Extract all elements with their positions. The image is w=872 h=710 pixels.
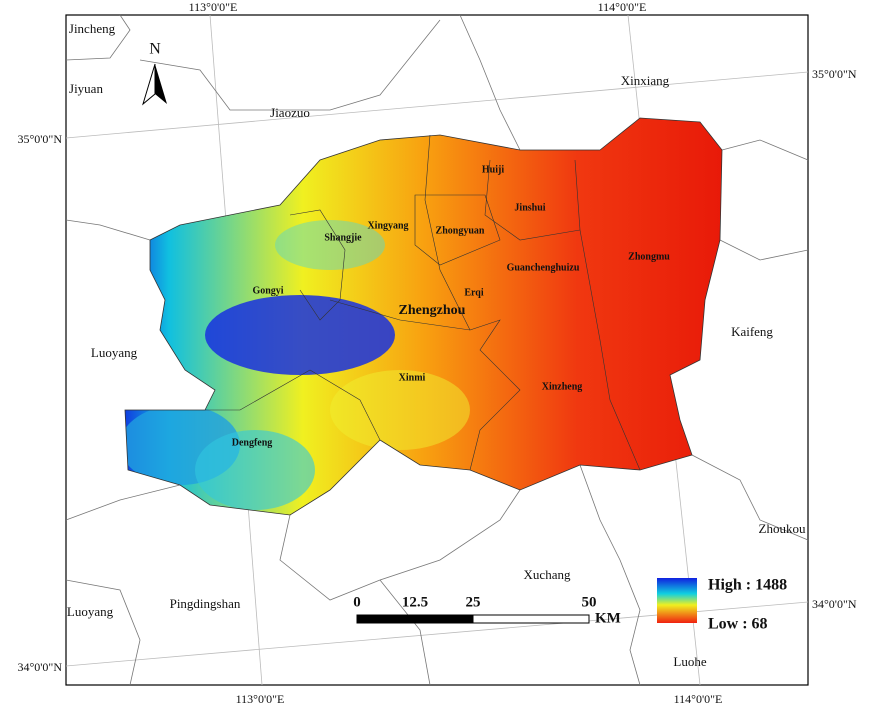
district-label: Guanchenghuizu [507, 262, 580, 273]
place-label: Luohe [673, 654, 706, 669]
admin-borders [65, 14, 809, 686]
north-label: N [149, 41, 161, 58]
scale-tick-label: 50 [582, 594, 597, 610]
district-label: Zhongyuan [436, 225, 485, 236]
place-label: Pingdingshan [170, 596, 241, 611]
district-label: Xingyang [367, 220, 408, 231]
coordinate-label: 114°0'0"E [674, 692, 723, 706]
scale-segment [472, 614, 590, 624]
place-label: Luoyang [67, 604, 114, 619]
place-label: Zhoukou [759, 521, 806, 536]
north-arrow [142, 63, 167, 106]
legend-high: High : 1488 [708, 577, 787, 594]
district-label: Gongyi [252, 285, 283, 296]
district-label: Huiji [482, 164, 504, 175]
district-label: Zhengzhou [399, 303, 466, 318]
place-label: Jiyuan [69, 81, 103, 96]
place-label: Kaifeng [731, 324, 773, 339]
coordinate-label: 114°0'0"E [598, 0, 647, 14]
place-label: Jincheng [69, 21, 116, 36]
scale-tick-label: 25 [466, 594, 481, 610]
district-label: Erqi [464, 287, 483, 298]
district-borders [205, 134, 641, 471]
coordinate-label: 35°0'0"N [17, 132, 62, 146]
coordinate-label: 35°0'0"N [812, 67, 857, 81]
district-label: Zhongmu [628, 251, 670, 262]
district-label: Xinmi [399, 372, 426, 383]
district-label: Dengfeng [232, 437, 273, 448]
place-label: Luoyang [91, 345, 138, 360]
district-label: Shangjie [324, 232, 362, 243]
scale-segment [356, 614, 416, 624]
district-label: Xinzheng [542, 381, 583, 392]
place-label: Xinxiang [621, 73, 670, 88]
scale-tick-label: 0 [353, 594, 361, 610]
legend-ramp [657, 578, 697, 623]
coordinate-label: 34°0'0"N [17, 660, 62, 674]
district-label: Jinshui [514, 202, 545, 213]
legend-low: Low : 68 [708, 616, 768, 633]
coordinate-label: 113°0'0"E [236, 692, 285, 706]
coordinate-label: 113°0'0"E [189, 0, 238, 14]
coordinate-label: 34°0'0"N [812, 597, 857, 611]
region-outline [124, 117, 723, 516]
place-label: Xuchang [524, 567, 571, 582]
scale-tick-label: 12.5 [402, 594, 428, 610]
scale-segment [414, 614, 474, 624]
place-label: Jiaozuo [270, 105, 310, 120]
scale-unit: KM [595, 610, 621, 626]
